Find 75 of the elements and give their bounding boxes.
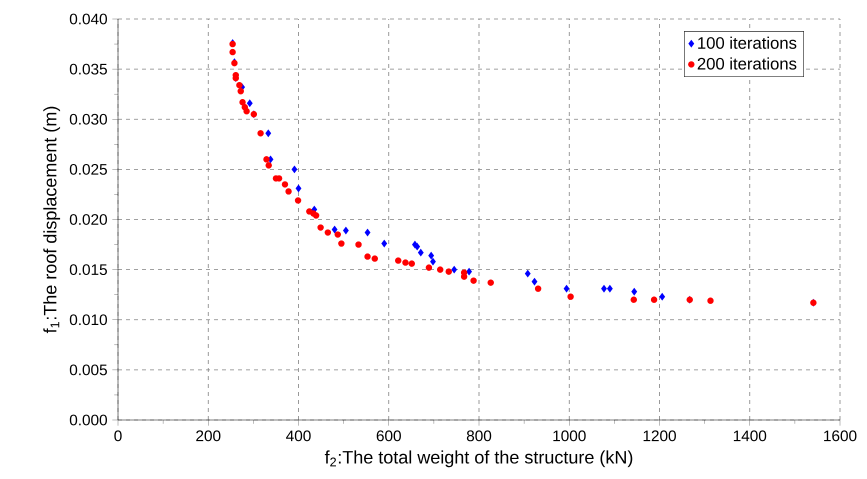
point (343, 226, 349, 234)
point (263, 156, 270, 163)
point (317, 224, 324, 231)
x-tick-label: 200 (196, 430, 220, 442)
point (257, 130, 264, 136)
point (294, 197, 302, 204)
point (408, 260, 415, 267)
point (564, 284, 570, 292)
y-tick-label: 0.025 (70, 164, 107, 175)
y-tick-label: 0.010 (70, 314, 107, 326)
y-tick-label: 0.000 (70, 414, 107, 426)
point (324, 229, 332, 236)
point (436, 266, 444, 273)
point (631, 288, 638, 296)
point (334, 231, 341, 238)
point (364, 228, 370, 236)
point (239, 99, 246, 106)
point (428, 252, 434, 260)
legend-label: 200 iterations (698, 57, 796, 70)
point (266, 162, 272, 169)
point (236, 82, 243, 88)
point (395, 257, 402, 264)
point (265, 130, 272, 138)
point (707, 298, 714, 304)
y-tick-label: 0.005 (70, 364, 107, 376)
legend-label: 100 iterations (698, 36, 796, 49)
point (364, 253, 371, 260)
x-tick-label: 1200 (644, 430, 676, 442)
point (451, 266, 458, 274)
x-tick-label: 1600 (824, 430, 856, 442)
point (402, 259, 409, 266)
point (466, 268, 472, 276)
point (243, 108, 250, 114)
point (338, 240, 345, 247)
y-tick-label: 0.040 (70, 14, 107, 24)
point (524, 270, 531, 278)
point (381, 240, 388, 248)
point (607, 284, 613, 292)
point (532, 278, 538, 286)
y-tick-label: 0.015 (70, 264, 107, 276)
y-tick-label: 0.035 (70, 64, 107, 75)
point (534, 285, 542, 292)
point (567, 293, 574, 300)
x-axis-title: f$_{2}$:The total weight of the structure (kN) (324, 450, 632, 468)
point (446, 268, 452, 275)
point (488, 279, 494, 286)
point (470, 277, 477, 284)
point (332, 226, 338, 234)
point (312, 212, 320, 219)
point (430, 258, 436, 266)
point (601, 284, 607, 292)
point (282, 181, 288, 188)
point (296, 184, 302, 192)
x-tick-label: 1400 (734, 430, 766, 442)
point (292, 166, 298, 174)
x-tick-label: 400 (286, 430, 311, 442)
point (418, 248, 424, 256)
y-tick-label: 0.030 (70, 114, 107, 125)
point (229, 48, 236, 56)
point (285, 188, 292, 195)
y-axis-title: f$_{1}$:The roof displacement (m) (43, 106, 60, 334)
point (659, 292, 666, 300)
point (414, 242, 420, 250)
point (355, 241, 362, 248)
point (372, 255, 378, 262)
x-tick-label: 0 (114, 430, 122, 442)
x-tick-label: 1000 (553, 430, 586, 442)
point (426, 264, 432, 271)
point (650, 296, 658, 303)
x-tick-label: 800 (466, 430, 492, 442)
x-tick-label: 600 (376, 430, 401, 442)
point (630, 296, 637, 303)
point (238, 88, 244, 94)
y-tick-label: 0.020 (70, 214, 107, 225)
point (246, 99, 253, 107)
